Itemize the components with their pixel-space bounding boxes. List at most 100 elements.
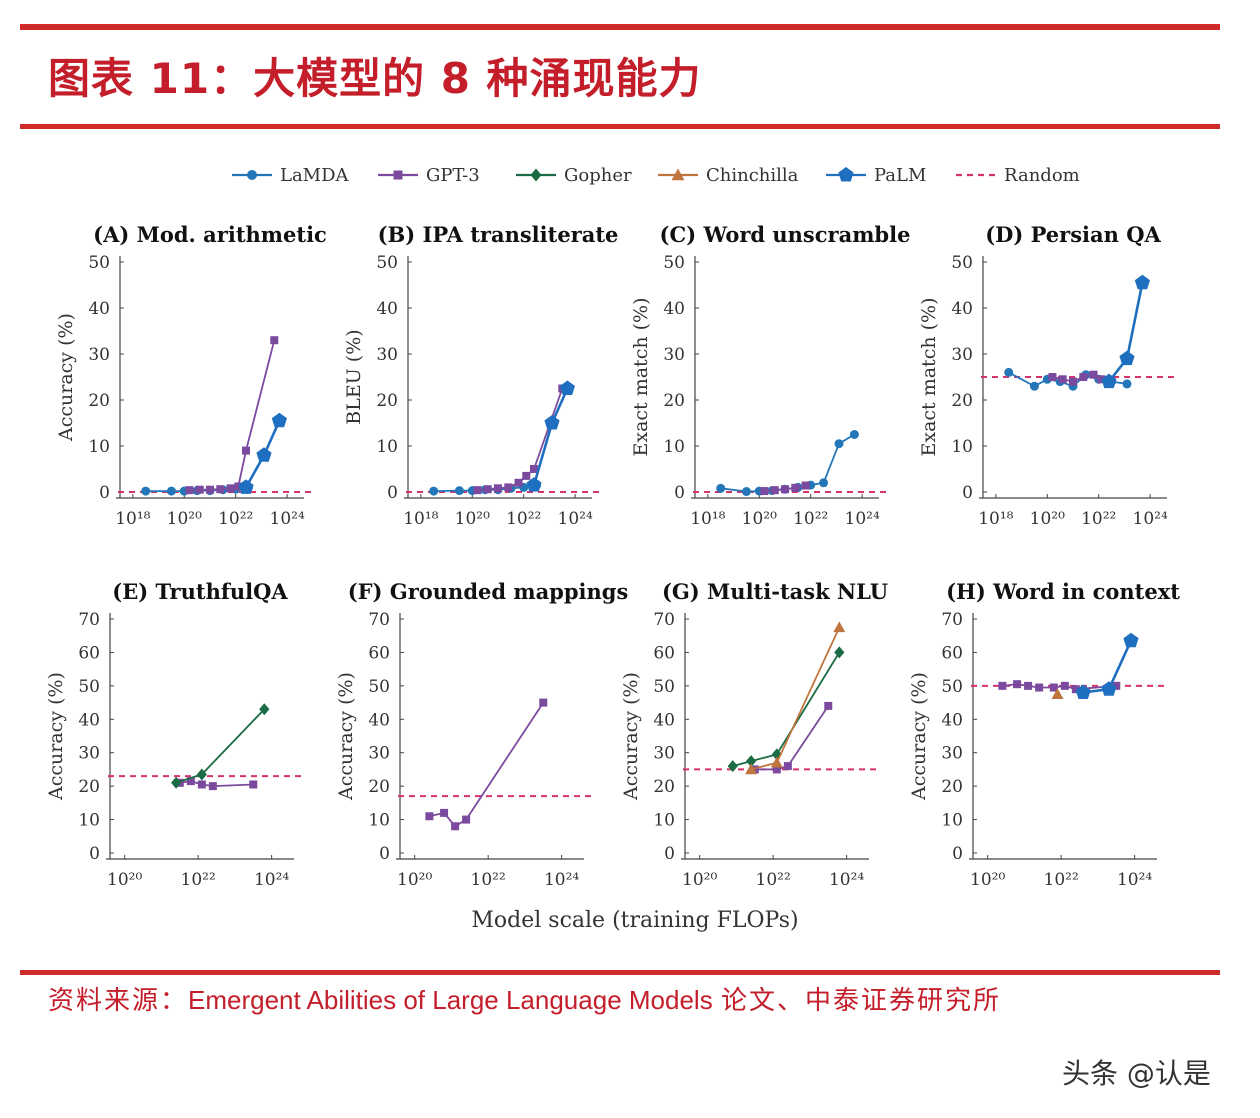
panel-title: (A) Mod. arithmetic — [93, 222, 327, 247]
data-point-lamda — [166, 486, 176, 496]
y-tick-label: 0 — [664, 844, 675, 864]
data-point-lamda — [819, 478, 829, 488]
y-tick-label: 0 — [962, 483, 973, 503]
data-point-gpt-3 — [783, 762, 792, 771]
data-point-gpt-3 — [197, 780, 206, 789]
data-point-gpt-3 — [1035, 683, 1044, 692]
panel-title: (H) Word in context — [946, 579, 1180, 604]
series-line-gpt-3 — [477, 388, 564, 492]
data-point-chinchilla — [770, 756, 783, 768]
data-point-gpt-3 — [494, 484, 502, 493]
legend-item-gpt-3: GPT-3 — [378, 165, 480, 186]
series-line-chinchilla — [750, 627, 841, 771]
y-axis-label: Accuracy (%) — [45, 672, 67, 801]
data-point-gpt-3 — [185, 486, 194, 495]
data-point-chinchilla — [1051, 688, 1064, 700]
data-point-gopher — [727, 760, 738, 773]
data-point-lamda — [716, 483, 726, 493]
data-point-gpt-3 — [1013, 680, 1022, 689]
panel-h: (H) Word in context 0 10 20 30 40 50 60 70 10²⁰ 10… — [908, 579, 1180, 890]
x-tick-label: 10²² — [1044, 870, 1079, 890]
y-axis-label: Exact match (%) — [918, 297, 940, 456]
y-tick-label: 20 — [663, 391, 685, 411]
series-gpt-3 — [760, 481, 810, 496]
x-tick-label: 10¹⁸ — [403, 509, 438, 529]
panel-d: (D) Persian QA 0 10 20 30 40 50 10¹⁸ 10²⁰ 10²² 10²… — [918, 222, 1175, 529]
panel-b: (B) IPA transliterate 0 10 20 30 40 50 10¹⁸ 10²⁰… — [343, 222, 618, 529]
data-point-gopher — [259, 703, 270, 716]
data-point-gpt-3 — [270, 336, 279, 345]
emergent-abilities-figure: LaMDA GPT-3 Gopher Chinchilla PaLM Random (A)… — [45, 165, 1180, 933]
series-palm — [1075, 632, 1139, 699]
series-gpt-3 — [1048, 370, 1106, 386]
legend-label-lamda: LaMDA — [280, 165, 350, 186]
legend-marker-gopher — [530, 168, 542, 182]
series-gpt-3 — [998, 680, 1121, 694]
y-tick-label: 40 — [663, 299, 685, 319]
data-point-gpt-3 — [483, 485, 492, 494]
y-tick-label: 0 — [387, 483, 398, 503]
data-point-gpt-3 — [206, 485, 214, 494]
data-point-lamda — [849, 430, 859, 439]
title-rule — [20, 124, 1220, 129]
x-tick-label: 10²² — [181, 870, 216, 890]
legend-label-chinchilla: Chinchilla — [706, 165, 799, 186]
data-point-gpt-3 — [462, 815, 471, 824]
chart-panels: (A) Mod. arithmetic 0 10 20 30 40 50 10¹⁸ 10²⁰ 10… — [45, 222, 1180, 890]
x-tick-label: 10²⁴ — [270, 509, 305, 529]
x-tick-label: 10²² — [1081, 509, 1116, 529]
legend-item-palm: PaLM — [826, 165, 926, 186]
data-point-palm — [526, 477, 542, 492]
x-tick-label: 10²⁰ — [682, 870, 717, 890]
data-point-lamda — [834, 439, 844, 449]
data-point-chinchilla — [833, 621, 846, 633]
page-title: 图表 11：大模型的 8 种涌现能力 — [48, 54, 702, 103]
data-point-gpt-3 — [750, 765, 759, 774]
series-line-gpt-3 — [429, 702, 545, 828]
y-tick-label: 50 — [951, 253, 973, 273]
data-point-gpt-3 — [249, 780, 258, 789]
legend-label-palm: PaLM — [874, 165, 926, 186]
y-tick-label: 10 — [88, 437, 110, 457]
data-point-palm — [1101, 681, 1117, 696]
data-point-gpt-3 — [1079, 373, 1088, 381]
x-tick-label: 10¹⁸ — [690, 509, 725, 529]
x-tick-label: 10²⁰ — [397, 870, 432, 890]
y-tick-label: 60 — [78, 643, 100, 663]
y-axis-label: Accuracy (%) — [55, 313, 77, 442]
data-point-palm — [1119, 350, 1135, 366]
legend-marker-gpt-3 — [393, 170, 403, 180]
panel-title: (C) Word unscramble — [660, 222, 911, 247]
x-tick-label: 10²⁰ — [167, 509, 202, 529]
data-point-gpt-3 — [1097, 375, 1106, 384]
legend-marker-lamda — [247, 170, 257, 180]
y-tick-label: 30 — [951, 345, 973, 365]
x-tick-label: 10²⁴ — [1117, 870, 1152, 890]
data-point-gpt-3 — [504, 483, 513, 492]
data-point-gpt-3 — [1048, 373, 1057, 381]
y-tick-label: 20 — [941, 777, 963, 797]
y-tick-label: 0 — [89, 844, 100, 864]
data-point-gpt-3 — [186, 777, 195, 786]
y-tick-label: 50 — [376, 253, 398, 273]
series-line-lamda — [720, 433, 855, 493]
panel-a: (A) Mod. arithmetic 0 10 20 30 40 50 10¹⁸ 10²⁰ 10… — [55, 222, 327, 529]
data-point-gpt-3 — [425, 812, 434, 821]
panel-g: (G) Multi-task NLU 0 10 20 30 40 50 60 70 10²⁰ 10²… — [620, 579, 888, 890]
data-point-gpt-3 — [801, 481, 810, 490]
legend-label-gopher: Gopher — [564, 165, 632, 186]
data-point-gpt-3 — [1024, 681, 1033, 690]
data-point-gpt-3 — [1060, 681, 1069, 690]
legend-item-chinchilla: Chinchilla — [658, 165, 799, 186]
series-gpt-3 — [750, 701, 833, 774]
data-point-gpt-3 — [522, 471, 531, 480]
data-point-gopher — [834, 646, 845, 659]
y-tick-label: 30 — [368, 744, 390, 764]
data-point-gpt-3 — [195, 485, 204, 494]
y-tick-label: 30 — [653, 744, 675, 764]
legend-label-gpt-3: GPT-3 — [426, 165, 480, 186]
data-point-lamda — [1004, 367, 1014, 377]
series-gopher — [171, 703, 270, 789]
x-tick-label: 10²² — [218, 509, 253, 529]
data-point-lamda — [141, 486, 151, 496]
